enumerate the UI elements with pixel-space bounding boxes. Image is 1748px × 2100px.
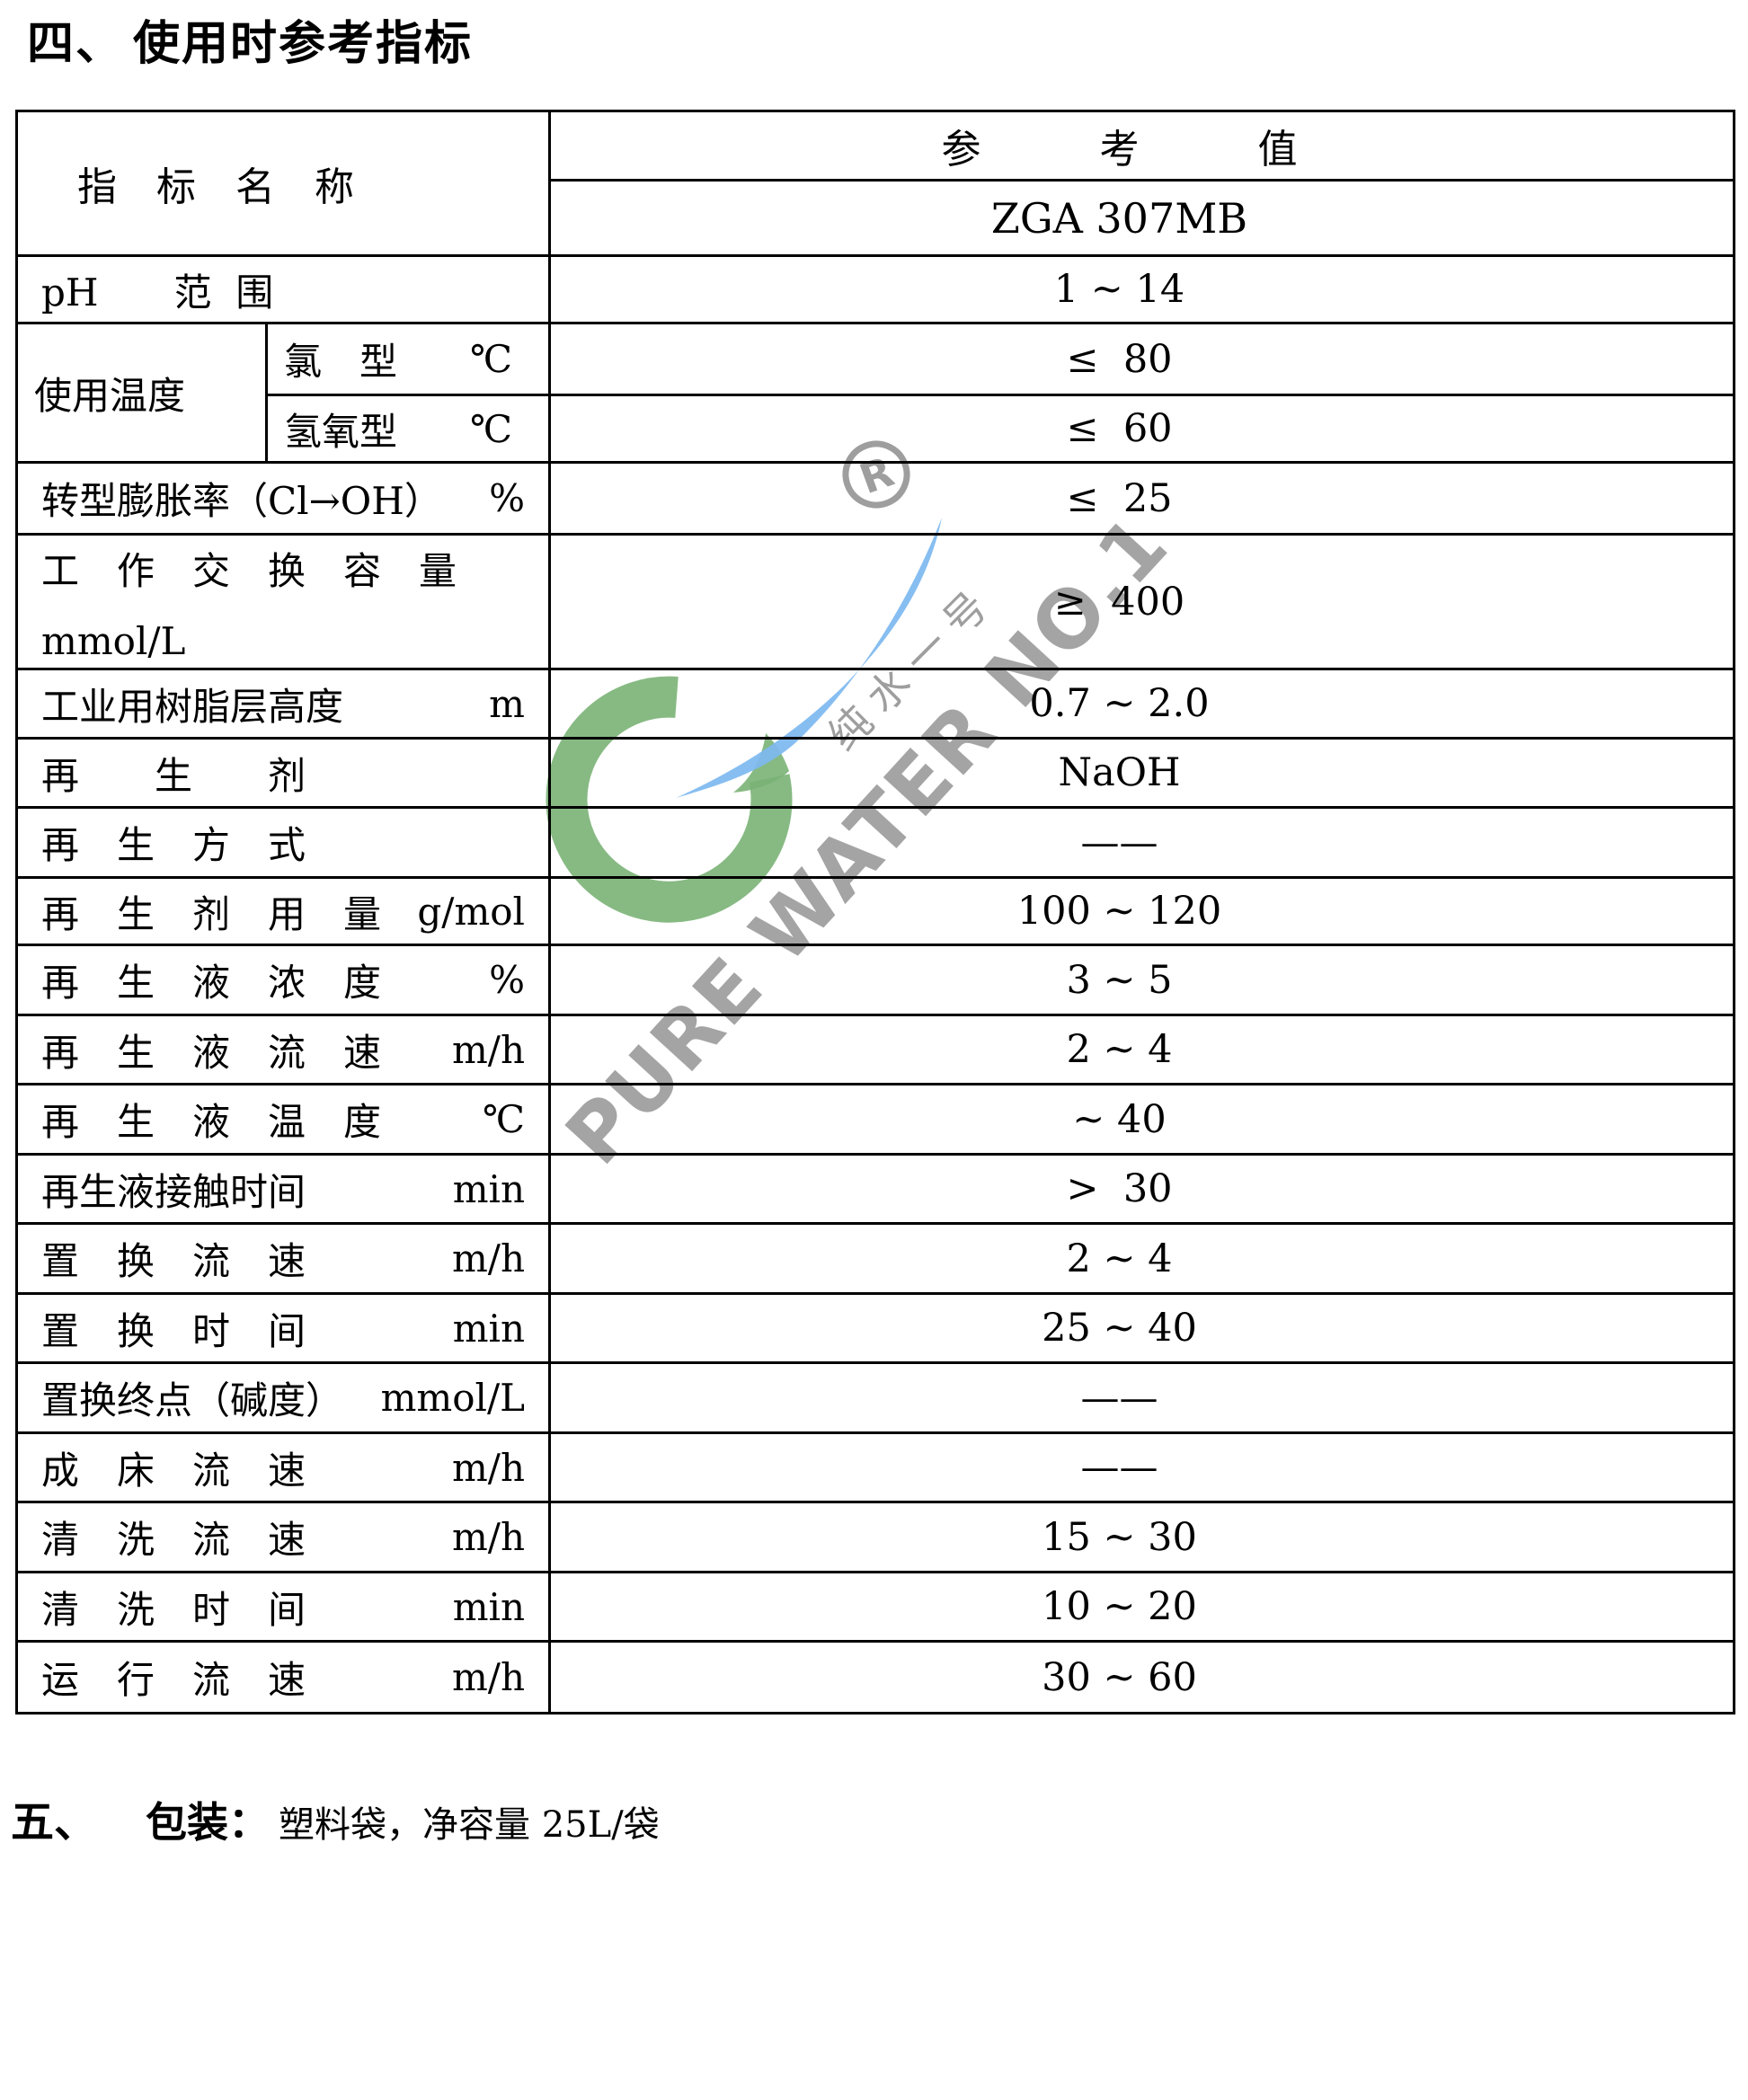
row-label-working-exchange-capacity: 工 作 交 换 容 量 mmol/L [18, 536, 551, 670]
header-reference-value: 参 考 值 [551, 112, 1733, 182]
section4-title-text: 使用时参考指标 [133, 16, 474, 71]
row-label-regenerant-concentration: 再 生 液 浓 度% [18, 946, 551, 1016]
row-label-rinse-flow-rate: 清 洗 流 速 m/h [18, 1503, 551, 1573]
section5-label: 包装： [146, 1798, 271, 1847]
row-value-operating-flow-rate: 30 ~ 60 [1042, 1654, 1197, 1700]
row-label-regenerant: 再 生 剂 [18, 740, 551, 809]
row-value-chloride-form: ≤ 80 [551, 324, 1733, 396]
section5-text: 塑料袋，净容量 25L/袋 [279, 1804, 660, 1846]
row-value-rinse-time: 10 ~ 20 [551, 1573, 1733, 1643]
row-label-regeneration-mode: 再 生 方 式 [18, 809, 551, 879]
row-label-hydroxide-form: 氢氧型 ℃ [268, 396, 551, 464]
row-value-contact-time: > 30 [551, 1156, 1733, 1225]
row-label-operating-temperature: 使用温度 [18, 324, 268, 464]
row-value-regenerant-temperature: ~ 40 [551, 1085, 1733, 1156]
row-value-regenerant-concentration: 3 ~ 5 [551, 946, 1733, 1016]
row-value-displacement-endpoint: —— [551, 1364, 1733, 1434]
row-label-contact-time: 再生液接触时间 min [18, 1156, 551, 1225]
section4-title: 四、 使用时参考指标 [27, 5, 473, 73]
row-value-working-exchange-capacity: ≥ 400 [551, 536, 1733, 670]
reference-indicators-table: 指 标 名 称 参 考 值 ZGA 307MB pH 范 围 1 ~ 14 使用… [15, 110, 1735, 1715]
row-label-expansion-rate: 转型膨胀率（Cl→OH）% [18, 464, 551, 536]
row-label-regenerant-dosage: 再 生 剂 用 量 g/mol [18, 879, 551, 946]
row-label-resin-bed-height: 工业用树脂层高度 m [18, 670, 551, 740]
row-value-expansion-rate: ≤ 25 [551, 464, 1733, 536]
row-label-regenerant-temperature: 再 生 液 温 度 ℃ [18, 1085, 551, 1156]
row-value-displacement-time: 25 ~ 40 [551, 1295, 1733, 1364]
row-value-ph: 1 ~ 14 [551, 257, 1733, 324]
row-value-displacement-flow-rate: 2 ~ 4 [551, 1225, 1733, 1295]
row-label-displacement-endpoint: 置换终点（碱度） mmol/L [18, 1364, 551, 1434]
row-label-displacement-flow-rate: 置 换 流 速 m/h [18, 1225, 551, 1295]
section5-number: 五、 [11, 1797, 98, 1847]
section5-packaging: 五、 包装： 塑料袋，净容量 25L/袋 [11, 1786, 660, 1849]
row-label-operating-flow-rate: 运 行 流 速 m/h [18, 1643, 551, 1712]
row-label-regenerant-flow-rate: 再 生 液 流 速 m/h [18, 1016, 551, 1085]
row-value-bed-forming-flow-rate: —— [551, 1434, 1733, 1503]
row-value-regenerant-flow-rate: 2 ~ 4 [551, 1016, 1733, 1085]
row-label-rinse-time: 清 洗 时 间 min [18, 1573, 551, 1643]
row-value-resin-bed-height: 0.7 ~ 2.0 [551, 670, 1733, 740]
section4-number: 四、 [27, 16, 125, 71]
row-label-bed-forming-flow-rate: 成 床 流 速 m/h [18, 1434, 551, 1503]
row-value-rinse-flow-rate: 15 ~ 30 [551, 1503, 1733, 1573]
header-indicator-name: 指 标 名 称 [18, 112, 551, 257]
row-label-displacement-time: 置 换 时 间 min [18, 1295, 551, 1364]
row-label-chloride-form: 氯 型 ℃ [268, 324, 551, 396]
row-value-regeneration-mode: —— [551, 809, 1733, 879]
row-value-hydroxide-form: ≤ 60 [551, 396, 1733, 464]
row-value-regenerant-dosage: 100 ~ 120 [551, 879, 1733, 946]
row-value-regenerant: NaOH [551, 740, 1733, 809]
row-label-ph: pH 范 围 [18, 257, 551, 324]
header-model: ZGA 307MB [551, 182, 1733, 257]
